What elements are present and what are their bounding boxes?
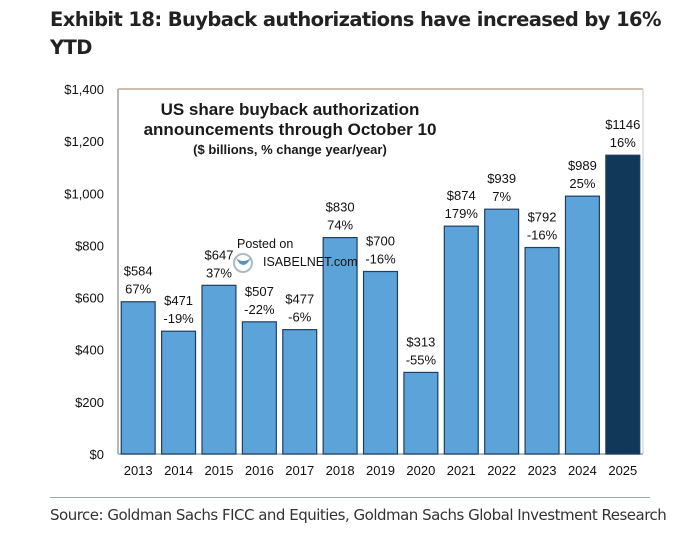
value-label-2022: $939 xyxy=(487,171,516,186)
x-axis: 2013 2014 2015 2016 2017 2018 2019 2020 2021 2022… xyxy=(124,463,638,478)
pct-change-label-2022: 7% xyxy=(492,189,511,204)
chart-title: US share buyback authorizationannounceme… xyxy=(144,100,437,157)
pct-change-label-2014: -19% xyxy=(163,311,194,326)
x-tick-label-2014: 2014 xyxy=(164,463,193,478)
pct-change-label-2015: 37% xyxy=(206,265,232,280)
pct-change-label-2019: -16% xyxy=(365,252,396,267)
bars xyxy=(120,154,641,455)
x-tick-label-2019: 2019 xyxy=(366,463,395,478)
pct-change-label-2024: 25% xyxy=(569,176,595,191)
y-tick-label: $200 xyxy=(75,395,104,410)
pct-change-label-2023: -16% xyxy=(527,228,558,243)
value-label-2015: $647 xyxy=(205,247,234,262)
bar-2015 xyxy=(201,284,237,455)
x-tick-label-2024: 2024 xyxy=(568,463,597,478)
x-tick-label-2025: 2025 xyxy=(608,463,637,478)
pct-change-label-2018: 74% xyxy=(327,218,353,233)
value-label-2017: $477 xyxy=(285,292,314,307)
y-tick-label: $0 xyxy=(90,447,104,462)
bar-2024 xyxy=(564,195,600,455)
pct-change-label-2025: 16% xyxy=(610,135,636,150)
x-tick-label-2016: 2016 xyxy=(245,463,274,478)
y-tick-label: $1,000 xyxy=(64,186,104,201)
logo-ring xyxy=(233,253,253,273)
exhibit-title: Exhibit 18: Buyback authorizations have … xyxy=(50,8,662,59)
value-label-2021: $874 xyxy=(447,188,476,203)
pct-change-label-2013: 67% xyxy=(125,282,151,297)
bar-2019 xyxy=(362,270,399,455)
x-tick-label-2017: 2017 xyxy=(285,463,314,478)
x-tick-label-2018: 2018 xyxy=(326,463,355,478)
value-label-2016: $507 xyxy=(245,284,274,299)
pct-change-label-2017: -6% xyxy=(288,310,312,325)
bar-chart: $0 $200 $400 $600 $800 $1,000 $1,200 $1,400 $58… xyxy=(64,82,644,478)
bar-2016 xyxy=(241,321,277,455)
value-label-2020: $313 xyxy=(406,334,435,349)
bar-2020 xyxy=(403,371,439,455)
data-labels: $584 67% $471 -19% $647 37% $507 -22% $477 -6% $83… xyxy=(124,117,641,367)
bar-2025 xyxy=(605,154,641,455)
value-label-2024: $989 xyxy=(568,158,597,173)
value-label-2013: $584 xyxy=(124,264,153,279)
y-tick-label: $400 xyxy=(75,343,104,358)
value-label-2025: $1146 xyxy=(605,117,640,132)
watermark-line-2: ISABELNET.com xyxy=(263,255,357,269)
pct-change-label-2020: -55% xyxy=(406,352,437,367)
x-tick-label-2022: 2022 xyxy=(487,463,516,478)
y-axis: $0 $200 $400 $600 $800 $1,000 $1,200 $1,400 xyxy=(64,82,104,462)
source-divider xyxy=(50,497,650,498)
value-label-2023: $792 xyxy=(528,210,557,225)
bar-2021 xyxy=(443,225,479,455)
value-label-2018: $830 xyxy=(326,200,355,215)
value-label-2019: $700 xyxy=(366,234,395,249)
x-tick-label-2021: 2021 xyxy=(447,463,476,478)
watermark-line-1: Posted on xyxy=(237,237,293,251)
chart-subtitle: ($ billions, % change year/year) xyxy=(193,142,387,157)
y-tick-label: $600 xyxy=(75,291,104,306)
watermark: Posted on ISABELNET.com xyxy=(233,237,357,273)
pct-change-label-2016: -22% xyxy=(244,302,275,317)
chart-title-line-1: US share buyback authorization xyxy=(161,100,420,119)
bar-2017 xyxy=(282,329,318,455)
pct-change-label-2021: 179% xyxy=(445,206,479,221)
bar-2014 xyxy=(161,330,197,455)
x-tick-label-2013: 2013 xyxy=(124,463,153,478)
value-label-2014: $471 xyxy=(164,293,193,308)
bar-2018 xyxy=(322,237,358,455)
bar-2013 xyxy=(120,301,156,455)
y-tick-label: $1,200 xyxy=(64,134,104,149)
x-tick-label-2015: 2015 xyxy=(205,463,234,478)
bar-2023 xyxy=(524,246,560,455)
bar-2022 xyxy=(484,208,520,455)
isabelnet-logo-icon xyxy=(233,253,253,273)
y-tick-label: $1,400 xyxy=(64,82,104,97)
y-tick-label: $800 xyxy=(75,238,104,253)
chart-title-line-2: announcements through October 10 xyxy=(144,120,437,139)
x-tick-label-2023: 2023 xyxy=(528,463,557,478)
source-note: Source: Goldman Sachs FICC and Equities,… xyxy=(50,506,667,524)
logo-bird xyxy=(236,258,251,265)
x-tick-label-2020: 2020 xyxy=(406,463,435,478)
